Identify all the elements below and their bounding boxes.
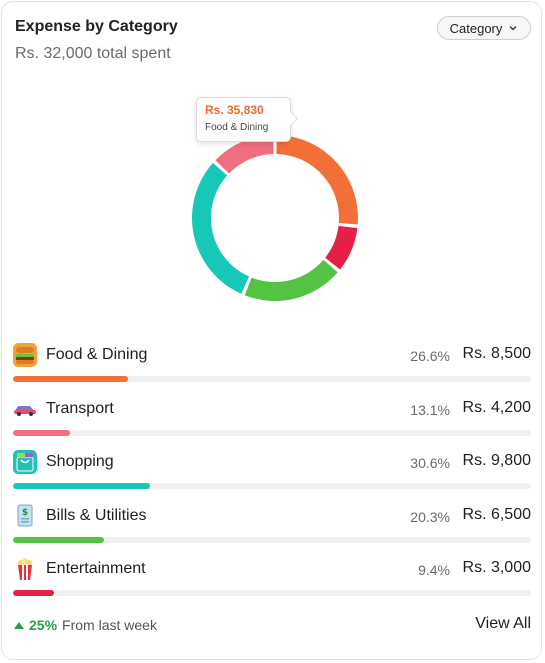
category-label: Food & Dining bbox=[46, 346, 148, 363]
tooltip-label: Food & Dining bbox=[205, 122, 269, 133]
category-amount: Rs. 8,500 bbox=[462, 345, 531, 362]
category-row-transport[interactable]: Transport 13.1% Rs. 4,200 bbox=[13, 397, 531, 437]
dropdown-label: Category bbox=[449, 20, 503, 36]
category-row-bills[interactable]: $ Bills & Utilities 20.3% Rs. 6,500 bbox=[13, 504, 531, 544]
category-percent: 26.6% bbox=[410, 348, 450, 364]
svg-text:$: $ bbox=[22, 508, 28, 518]
progress-track bbox=[13, 483, 531, 489]
progress-fill bbox=[13, 376, 128, 382]
trend-value: 25% bbox=[29, 617, 58, 633]
category-dropdown[interactable]: Category bbox=[437, 16, 531, 40]
category-percent: 9.4% bbox=[418, 562, 450, 578]
chart-tooltip: Rs. 35,830 Food & Dining bbox=[196, 97, 291, 142]
burger-icon bbox=[13, 343, 37, 367]
category-row-entertainment[interactable]: Entertainment 9.4% Rs. 3,000 bbox=[13, 557, 531, 597]
weekly-trend: 25% From last week bbox=[14, 617, 157, 633]
category-label: Transport bbox=[46, 400, 114, 417]
donut-slice[interactable] bbox=[244, 259, 338, 301]
progress-fill bbox=[13, 430, 70, 436]
progress-fill bbox=[13, 537, 105, 543]
category-label: Entertainment bbox=[46, 560, 146, 577]
category-percent: 30.6% bbox=[410, 455, 450, 471]
category-percent: 13.1% bbox=[410, 402, 450, 418]
total-spent: Rs. 32,000 total spent bbox=[15, 45, 171, 62]
popcorn-icon bbox=[13, 557, 37, 581]
trend-up: 25% bbox=[14, 617, 57, 633]
donut-slice[interactable] bbox=[215, 135, 274, 174]
car-icon bbox=[13, 397, 37, 421]
category-amount: Rs. 6,500 bbox=[462, 506, 531, 523]
donut-slice[interactable] bbox=[325, 225, 358, 270]
category-amount: Rs. 3,000 bbox=[462, 559, 531, 576]
triangle-up-icon bbox=[14, 621, 24, 629]
bill-icon: $ bbox=[13, 504, 37, 528]
progress-track bbox=[13, 430, 531, 436]
progress-track bbox=[13, 376, 531, 382]
donut-slice[interactable] bbox=[191, 162, 250, 294]
progress-fill bbox=[13, 483, 151, 489]
trend-text: From last week bbox=[62, 617, 157, 633]
progress-track bbox=[13, 537, 531, 543]
category-label: Shopping bbox=[46, 453, 114, 470]
card-title: Expense by Category bbox=[15, 18, 178, 35]
shopping-bag-icon bbox=[13, 450, 37, 474]
category-label: Bills & Utilities bbox=[46, 507, 147, 524]
tooltip-value: Rs. 35,830 bbox=[205, 103, 264, 117]
view-all-link[interactable]: View All bbox=[475, 615, 531, 632]
category-amount: Rs. 9,800 bbox=[462, 452, 531, 469]
category-percent: 20.3% bbox=[410, 509, 450, 525]
category-row-food[interactable]: Food & Dining 26.6% Rs. 8,500 bbox=[13, 343, 531, 383]
category-row-shopping[interactable]: Shopping 30.6% Rs. 9,800 bbox=[13, 450, 531, 490]
progress-fill bbox=[13, 590, 55, 596]
category-amount: Rs. 4,200 bbox=[462, 399, 531, 416]
donut-chart bbox=[191, 135, 358, 301]
donut-slice[interactable] bbox=[276, 135, 358, 225]
chevron-down-icon bbox=[509, 26, 517, 31]
progress-track bbox=[13, 590, 531, 596]
